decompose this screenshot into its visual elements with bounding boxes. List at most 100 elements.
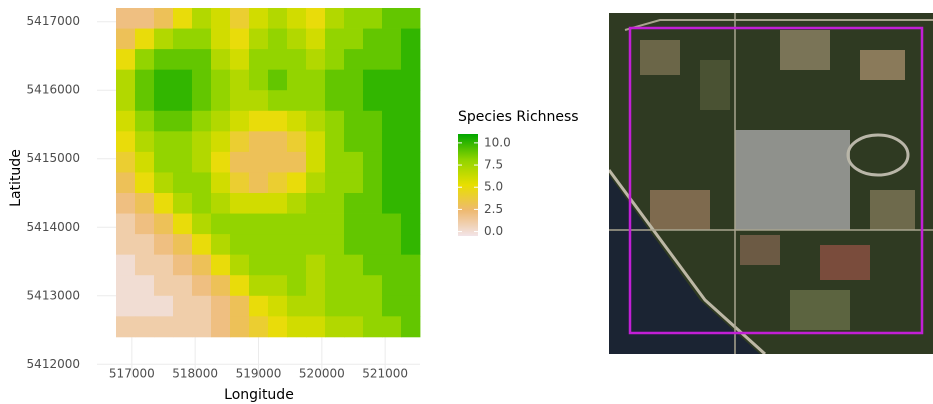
raster-cell <box>173 296 192 317</box>
legend-title: Species Richness <box>458 109 579 125</box>
raster-cell <box>249 316 268 337</box>
raster-cell <box>230 316 249 337</box>
raster-cell <box>192 214 211 235</box>
raster-cell <box>192 8 211 29</box>
raster-cell <box>135 234 154 255</box>
raster-cell <box>287 152 306 173</box>
raster-cell <box>211 193 230 214</box>
raster-cell <box>192 49 211 70</box>
raster-cell <box>192 152 211 173</box>
raster-cell <box>230 49 249 70</box>
raster-cell <box>135 255 154 276</box>
raster-cell <box>344 49 363 70</box>
raster-cell <box>382 152 401 173</box>
raster-cell <box>287 49 306 70</box>
color-bar <box>458 134 478 236</box>
field <box>820 245 870 280</box>
y-tick-label: 5416000 <box>27 83 80 97</box>
raster-cell <box>135 8 154 29</box>
raster-cell <box>230 90 249 111</box>
raster-cell <box>154 49 173 70</box>
raster-cell <box>230 275 249 296</box>
raster-cell <box>382 234 401 255</box>
legend-tick-label: 5.0 <box>484 180 503 194</box>
raster-cell <box>306 70 325 91</box>
raster-cell <box>306 316 325 337</box>
raster-cell <box>192 172 211 193</box>
raster-cell <box>325 172 344 193</box>
raster-cell <box>344 70 363 91</box>
raster-cell <box>401 131 420 152</box>
page: Longitude Latitude Species Richness 5170… <box>0 0 933 404</box>
raster-cell <box>249 234 268 255</box>
raster-cell <box>268 29 287 50</box>
raster-cell <box>363 152 382 173</box>
raster-cell <box>173 90 192 111</box>
raster-cell <box>344 111 363 132</box>
raster-cell <box>192 234 211 255</box>
raster-cell <box>154 316 173 337</box>
raster-cell <box>230 296 249 317</box>
raster-cell <box>344 214 363 235</box>
raster-cell <box>249 152 268 173</box>
field <box>790 290 850 330</box>
raster-cell <box>192 296 211 317</box>
raster-cell <box>230 70 249 91</box>
raster-cell <box>116 193 135 214</box>
raster-cell <box>173 172 192 193</box>
raster-cell <box>382 90 401 111</box>
raster-cell <box>401 49 420 70</box>
raster-cell <box>154 234 173 255</box>
raster-cell <box>230 111 249 132</box>
x-tick-label: 517000 <box>109 367 155 381</box>
raster-cell <box>211 255 230 276</box>
raster-cell <box>363 172 382 193</box>
raster-cell <box>325 131 344 152</box>
raster-cell <box>382 193 401 214</box>
raster-cell <box>401 29 420 50</box>
raster-cell <box>154 275 173 296</box>
y-tick-label: 5415000 <box>27 151 80 165</box>
raster-cell <box>363 234 382 255</box>
raster-cell <box>154 296 173 317</box>
satellite-image <box>609 13 933 354</box>
raster-cell <box>306 90 325 111</box>
raster-cell <box>154 193 173 214</box>
raster-cell <box>268 172 287 193</box>
raster-cell <box>401 275 420 296</box>
raster-cell <box>211 172 230 193</box>
raster-cell <box>211 275 230 296</box>
raster-cell <box>401 214 420 235</box>
raster-cell <box>135 172 154 193</box>
raster-cell <box>192 131 211 152</box>
raster-cell <box>344 316 363 337</box>
raster-cell <box>249 49 268 70</box>
raster-cell <box>363 49 382 70</box>
raster-cell <box>230 152 249 173</box>
raster-cell <box>268 152 287 173</box>
field <box>650 190 710 230</box>
raster-cell <box>325 29 344 50</box>
raster-cell <box>268 111 287 132</box>
raster-cell <box>268 214 287 235</box>
raster-cell <box>287 255 306 276</box>
raster-cell <box>135 193 154 214</box>
plot-area <box>97 8 420 378</box>
raster-cell <box>287 29 306 50</box>
raster-cell <box>249 296 268 317</box>
raster-cell <box>344 90 363 111</box>
field <box>640 40 680 75</box>
x-tick-label: 519000 <box>236 367 282 381</box>
raster-cell <box>154 131 173 152</box>
raster-cell <box>382 70 401 91</box>
raster-cell <box>249 193 268 214</box>
raster-cell <box>401 90 420 111</box>
raster-cell <box>173 152 192 173</box>
chart: Longitude Latitude Species Richness 5170… <box>0 0 933 404</box>
raster-cell <box>268 90 287 111</box>
raster-cell <box>268 296 287 317</box>
raster-cell <box>135 275 154 296</box>
raster-cell <box>382 275 401 296</box>
raster-cell <box>287 111 306 132</box>
raster-cell <box>344 275 363 296</box>
